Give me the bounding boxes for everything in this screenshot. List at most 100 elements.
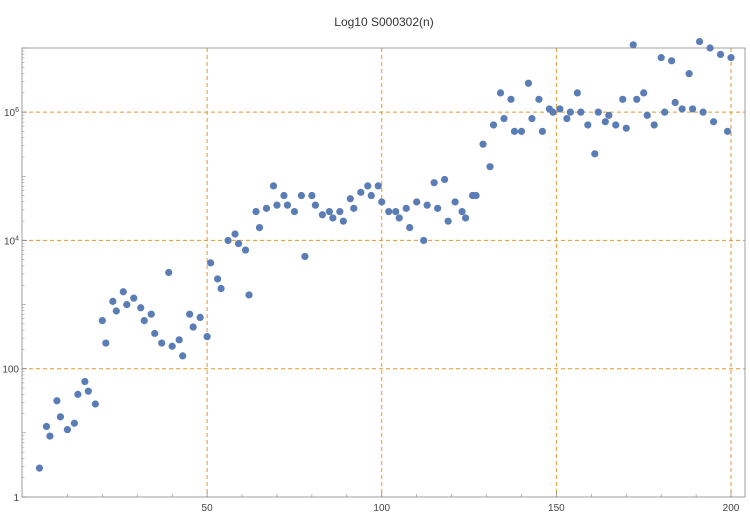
data-point bbox=[489, 121, 498, 129]
data-point bbox=[420, 236, 428, 245]
y-tick-label: 1 bbox=[13, 493, 19, 504]
data-point bbox=[203, 333, 211, 341]
data-point bbox=[643, 111, 651, 119]
data-point bbox=[395, 214, 403, 222]
x-tick-label: 50 bbox=[202, 503, 214, 514]
data-point bbox=[479, 140, 487, 148]
x-tick-label: 200 bbox=[723, 503, 740, 514]
chart-title: Log10 S000302(n) bbox=[334, 15, 433, 29]
data-point bbox=[458, 207, 466, 216]
data-point bbox=[98, 317, 106, 325]
data-point bbox=[689, 105, 697, 113]
data-point bbox=[308, 191, 316, 200]
data-point bbox=[706, 44, 714, 52]
data-point bbox=[709, 118, 718, 126]
data-point bbox=[622, 124, 630, 132]
data-point bbox=[165, 268, 173, 277]
data-point bbox=[231, 230, 239, 238]
data-point bbox=[496, 89, 505, 97]
data-point bbox=[612, 121, 620, 129]
data-point bbox=[528, 114, 536, 123]
x-tick-label: 100 bbox=[373, 503, 390, 514]
data-point bbox=[119, 288, 127, 296]
data-point bbox=[640, 89, 648, 97]
data-point bbox=[510, 127, 519, 135]
data-point bbox=[290, 207, 299, 216]
data-point bbox=[472, 191, 480, 200]
data-point bbox=[35, 464, 44, 472]
data-point bbox=[168, 342, 176, 350]
data-point bbox=[186, 310, 194, 318]
data-point bbox=[695, 37, 704, 46]
data-point bbox=[661, 108, 669, 116]
data-point bbox=[91, 400, 99, 408]
data-point bbox=[678, 105, 686, 113]
data-point bbox=[657, 54, 665, 62]
data-point bbox=[671, 98, 679, 107]
data-point bbox=[46, 432, 54, 440]
data-point bbox=[255, 224, 264, 232]
data-point bbox=[430, 179, 438, 187]
data-point bbox=[727, 54, 735, 62]
data-point bbox=[207, 259, 215, 267]
data-point bbox=[378, 198, 386, 206]
data-point bbox=[507, 95, 515, 103]
data-point bbox=[486, 163, 494, 171]
data-point bbox=[245, 291, 253, 299]
data-point bbox=[130, 294, 138, 302]
data-point bbox=[461, 214, 470, 222]
data-point bbox=[224, 236, 232, 245]
data-point bbox=[723, 127, 732, 135]
data-point bbox=[685, 70, 693, 78]
y-tick-label: 104 bbox=[4, 235, 19, 247]
data-point bbox=[364, 182, 372, 190]
data-point bbox=[591, 150, 599, 158]
grid bbox=[22, 48, 745, 497]
data-point bbox=[385, 207, 393, 216]
data-point bbox=[339, 217, 347, 225]
data-point bbox=[601, 118, 609, 126]
data-point bbox=[56, 413, 65, 421]
data-point bbox=[577, 108, 585, 116]
data-point bbox=[556, 105, 564, 113]
data-point bbox=[329, 214, 337, 222]
data-point bbox=[63, 426, 72, 434]
data-point bbox=[357, 188, 365, 196]
data-point bbox=[217, 284, 225, 293]
data-point bbox=[549, 108, 557, 116]
data-point bbox=[573, 89, 581, 97]
data-point bbox=[109, 297, 117, 305]
data-point bbox=[318, 211, 326, 219]
data-point bbox=[53, 397, 61, 405]
data-point bbox=[402, 204, 410, 212]
data-point bbox=[524, 79, 533, 87]
data-point bbox=[269, 182, 278, 190]
y-tick-label: 106 bbox=[4, 107, 19, 119]
data-point bbox=[241, 246, 250, 254]
data-point bbox=[123, 300, 131, 309]
data-point bbox=[500, 114, 508, 123]
data-point bbox=[346, 195, 354, 203]
data-point bbox=[213, 275, 222, 283]
plot-frame bbox=[21, 47, 746, 498]
data-point bbox=[444, 217, 452, 225]
data-point bbox=[535, 95, 543, 103]
data-point bbox=[374, 182, 382, 190]
data-point bbox=[112, 307, 120, 315]
data-point bbox=[179, 352, 187, 360]
y-tick-label: 100 bbox=[2, 365, 19, 376]
data-point bbox=[650, 121, 658, 129]
data-point bbox=[81, 377, 89, 386]
data-point bbox=[325, 207, 333, 216]
data-point bbox=[273, 201, 281, 209]
data-point bbox=[413, 198, 421, 206]
data-point bbox=[434, 204, 442, 212]
x-tick-label: 150 bbox=[548, 503, 565, 514]
data-point bbox=[605, 111, 613, 119]
data-point bbox=[311, 201, 319, 209]
data-point bbox=[716, 50, 725, 59]
data-point bbox=[74, 390, 82, 398]
data-point bbox=[158, 339, 166, 347]
data-point bbox=[151, 329, 159, 338]
